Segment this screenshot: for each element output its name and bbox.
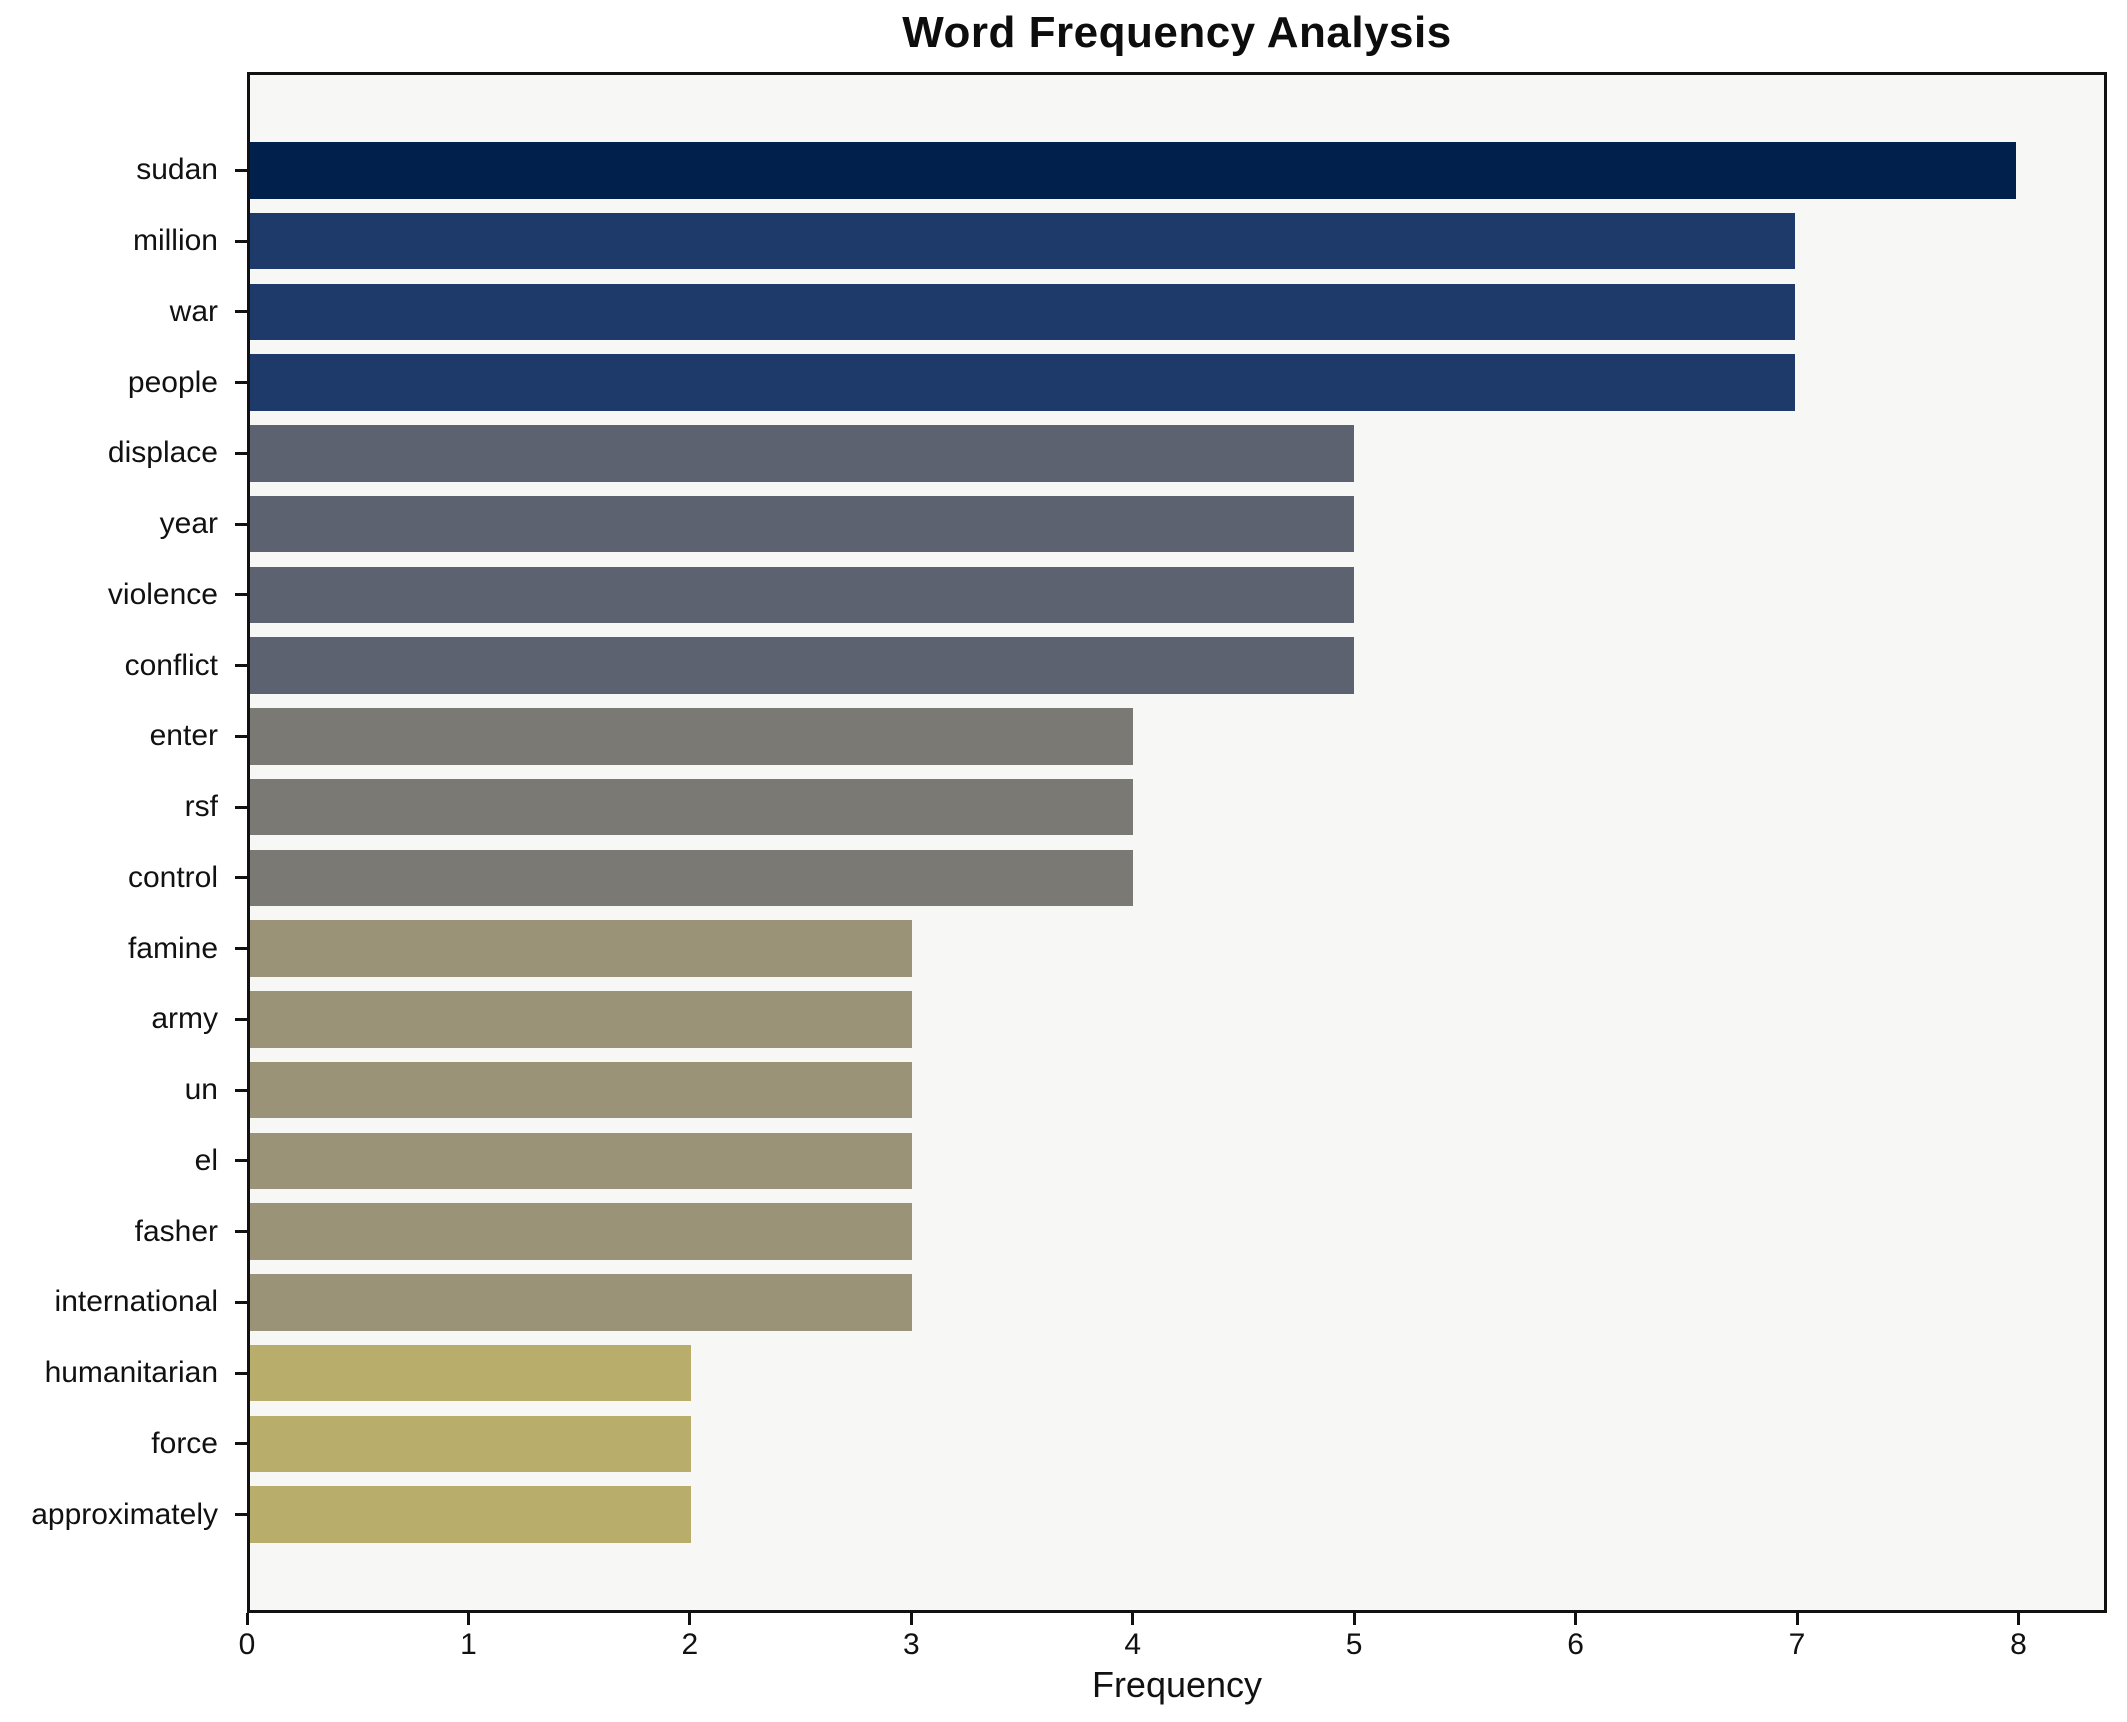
x-axis-title: Frequency (1091, 1664, 1263, 1705)
bar-army (250, 991, 913, 1048)
x-tick-label-2: 2 (681, 1628, 699, 1661)
x-tick-mark (688, 1613, 692, 1625)
y-tick-label-international: international (54, 1285, 218, 1319)
y-tick-mark (235, 734, 247, 738)
y-tick-label-people: people (127, 365, 218, 399)
y-tick-mark (235, 239, 247, 243)
y-tick-mark (235, 381, 247, 385)
x-tick-mark (909, 1613, 913, 1625)
y-tick-label-un: un (184, 1073, 218, 1107)
bar-control (250, 849, 1133, 907)
y-tick-mark (235, 1230, 247, 1234)
y-tick-mark (235, 947, 247, 951)
bar-fasher (250, 1203, 913, 1260)
bar-enter (250, 708, 1133, 765)
x-tick-mark (1574, 1613, 1578, 1625)
bar-sudan (250, 142, 2016, 199)
y-tick-label-force: force (151, 1426, 218, 1460)
bar-un (250, 1061, 913, 1119)
x-tick-label-3: 3 (902, 1628, 920, 1661)
y-tick-label-sudan: sudan (136, 153, 218, 187)
y-tick-label-conflict: conflict (124, 648, 218, 682)
y-tick-label-enter: enter (149, 719, 218, 753)
y-tick-mark (235, 876, 247, 880)
y-tick-mark (235, 451, 247, 455)
x-tick-label-6: 6 (1567, 1628, 1584, 1661)
bar-displace (250, 425, 1354, 482)
y-tick-label-famine: famine (127, 931, 218, 965)
y-tick-label-displace: displace (107, 436, 218, 470)
x-tick-mark (1352, 1613, 1356, 1625)
y-tick-label-year: year (159, 507, 218, 541)
y-tick-label-army: army (151, 1002, 218, 1036)
y-tick-mark (235, 1300, 247, 1304)
bar-approximately (250, 1486, 692, 1543)
y-tick-mark (235, 310, 247, 314)
x-tick-mark (2016, 1613, 2020, 1625)
bar-people (250, 354, 1795, 411)
bar-international (250, 1274, 913, 1331)
y-tick-label-violence: violence (107, 577, 218, 611)
bar-famine (250, 920, 913, 977)
y-tick-label-war: war (169, 294, 218, 328)
x-tick-label-7: 7 (1788, 1628, 1806, 1661)
y-tick-mark (235, 1513, 247, 1517)
bar-el (250, 1132, 913, 1190)
y-tick-mark (235, 593, 247, 597)
bar-million (250, 212, 1795, 270)
y-tick-mark (235, 664, 247, 668)
y-tick-mark (235, 1017, 247, 1021)
y-tick-label-fasher: fasher (134, 1214, 218, 1248)
plot-area (247, 72, 2107, 1613)
bar-war (250, 283, 1795, 341)
x-tick-label-1: 1 (460, 1628, 477, 1661)
bar-humanitarian (250, 1344, 692, 1402)
x-tick-mark (245, 1613, 249, 1625)
chart-title: Word Frequency Analysis (902, 8, 1452, 57)
bar-conflict (250, 637, 1354, 694)
y-tick-mark (235, 1442, 247, 1446)
x-tick-mark (1131, 1613, 1135, 1625)
bar-force (250, 1415, 692, 1473)
y-tick-label-humanitarian: humanitarian (44, 1356, 218, 1390)
y-tick-label-approximately: approximately (31, 1497, 218, 1531)
y-tick-mark (235, 805, 247, 809)
x-tick-label-4: 4 (1124, 1628, 1142, 1661)
y-tick-mark (235, 1088, 247, 1092)
y-tick-label-million: million (132, 224, 218, 258)
y-tick-mark (235, 1371, 247, 1375)
y-tick-mark (235, 168, 247, 172)
x-tick-mark (466, 1613, 470, 1625)
y-tick-label-el: el (194, 1143, 218, 1177)
y-tick-mark (235, 1159, 247, 1163)
bar-violence (250, 566, 1354, 624)
x-tick-label-0: 0 (238, 1628, 256, 1661)
bar-rsf (250, 778, 1133, 836)
x-tick-mark (1795, 1613, 1799, 1625)
y-tick-label-control: control (127, 860, 218, 894)
y-tick-mark (235, 522, 247, 526)
y-tick-label-rsf: rsf (184, 790, 218, 824)
x-tick-label-5: 5 (1345, 1628, 1363, 1661)
bar-year (250, 495, 1354, 553)
x-tick-label-8: 8 (2010, 1628, 2027, 1661)
